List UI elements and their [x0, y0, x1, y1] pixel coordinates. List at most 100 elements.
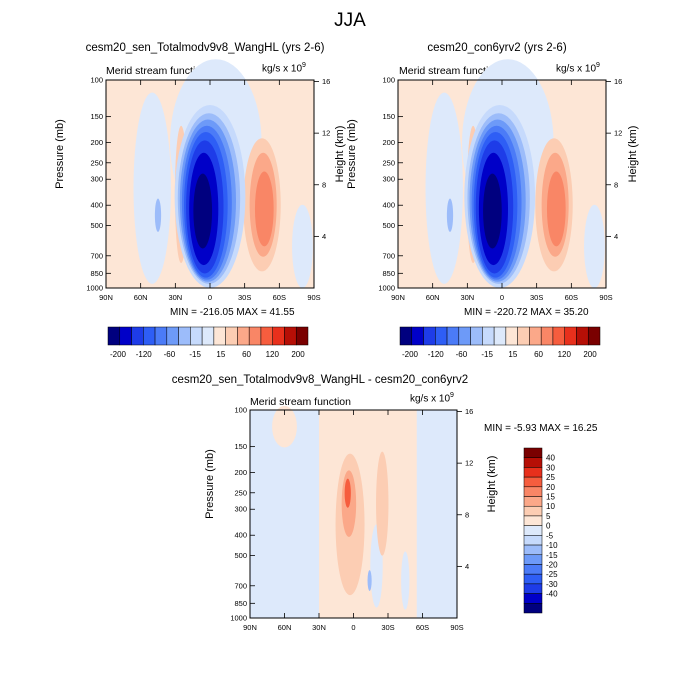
x-tick-label: 30N	[460, 293, 474, 302]
colorbar-box	[540, 326, 554, 346]
height-tick-label: 12	[614, 129, 622, 138]
colorbar-box	[119, 326, 132, 346]
x-tick-label: 30S	[238, 293, 251, 302]
y-tick-label: 500	[90, 221, 103, 230]
colorbar-label: -15	[481, 350, 493, 359]
colorbar-box	[178, 326, 191, 346]
height-tick-label: 8	[614, 180, 618, 189]
x-tick-label: 30S	[381, 623, 394, 632]
panel3-inner-label: Merid stream function	[250, 396, 351, 408]
main-title: JJA	[334, 10, 366, 31]
colorbar-box	[523, 603, 543, 614]
panel1-ylabel-right: Height (km)	[334, 125, 346, 183]
panel2-ylabel: Pressure (mb)	[346, 119, 358, 189]
colorbar-box	[225, 326, 238, 346]
colorbar-label: -30	[546, 580, 558, 589]
y-tick-label: 250	[90, 158, 103, 167]
y-tick-label: 300	[90, 175, 103, 184]
colorbar-label: 200	[291, 350, 305, 359]
height-tick-label: 4	[614, 232, 618, 241]
colorbar-box	[295, 326, 309, 346]
colorbar-box	[523, 525, 543, 536]
height-tick-label: 4	[322, 232, 326, 241]
colorbar-label: -60	[164, 350, 176, 359]
colorbar-box	[470, 326, 483, 346]
south-edge-cell	[292, 204, 313, 288]
panel1-colorbar: -200 -120 -60 -15 15 60 120 200	[107, 326, 309, 359]
colorbar-label: 0	[546, 522, 551, 531]
y-tick-label: 150	[382, 112, 395, 121]
y-tick-label: 850	[382, 269, 395, 278]
colorbar-box	[523, 486, 543, 497]
colorbar-box	[587, 326, 601, 346]
colorbar-box	[131, 326, 144, 346]
panel3-title: cesm20_sen_Totalmodv9v8_WangHL - cesm20_…	[171, 374, 469, 386]
y-tick-label: 100	[234, 406, 247, 415]
colorbar-box	[523, 505, 543, 517]
small-neg-cell	[367, 570, 372, 591]
colorbar-box	[201, 326, 215, 346]
panel1-inner-label: Merid stream function	[106, 65, 207, 77]
height-tick-label: 16	[614, 77, 622, 86]
colorbar-box	[552, 326, 565, 346]
x-tick-label: 0	[208, 293, 212, 302]
colorbar-box	[411, 326, 424, 346]
main-neg-cell-level	[483, 173, 502, 249]
colorbar-box	[523, 467, 543, 478]
x-tick-label: 60S	[565, 293, 578, 302]
panel2-ylabel-right: Height (km)	[627, 125, 639, 183]
colorbar-label: -20	[546, 560, 558, 569]
colorbar-box	[423, 326, 436, 346]
colorbar-label: -200	[110, 350, 127, 359]
panel3-minmax: MIN = -5.93 MAX = 16.25	[484, 423, 598, 434]
y-tick-label: 1000	[230, 614, 247, 623]
colorbar-label: 15	[546, 493, 555, 502]
panel2-minmax: MIN = -220.72 MAX = 35.20	[464, 307, 589, 318]
colorbar-label: 30	[546, 463, 555, 472]
colorbar-box	[458, 326, 471, 346]
y-tick-label: 100	[382, 76, 395, 85]
colorbar-label: -15	[189, 350, 201, 359]
y-tick-label: 150	[234, 442, 247, 451]
colorbar-box	[482, 326, 495, 346]
colorbar-label: -5	[546, 531, 554, 540]
panel2-plot: 100 150 200 250 300 400 500 700 850 1000 16 12 8 4 90N…	[378, 59, 622, 302]
colorbar-label: -10	[546, 541, 558, 550]
colorbar-label: 200	[583, 350, 597, 359]
colorbar-label: -40	[546, 590, 558, 599]
colorbar-box	[190, 326, 203, 346]
colorbar-box	[523, 564, 543, 575]
colorbar-box	[272, 326, 285, 346]
colorbar-label: 20	[546, 483, 555, 492]
colorbar-label: 60	[242, 350, 251, 359]
colorbar-box	[523, 447, 543, 458]
colorbar-box	[523, 554, 543, 565]
colorbar-box	[237, 326, 250, 346]
y-tick-label: 700	[234, 581, 247, 590]
y-tick-label: 250	[382, 158, 395, 167]
height-tick-label: 8	[322, 180, 326, 189]
colorbar-box	[493, 326, 507, 346]
panel2-colorbar: -200 -120 -60 -15 15 60 120 200	[399, 326, 601, 359]
y-tick-label: 400	[234, 531, 247, 540]
colorbar-box	[529, 326, 542, 346]
height-tick-label: 12	[465, 459, 473, 468]
far-south-neg-cell	[401, 551, 410, 610]
colorbar-box	[564, 326, 577, 346]
south-edge-cell	[584, 204, 605, 288]
colorbar-box	[107, 326, 121, 346]
panel3-units: kg/s x 109	[410, 392, 454, 405]
x-tick-label: 90N	[391, 293, 405, 302]
colorbar-box	[505, 326, 518, 346]
y-tick-label: 200	[234, 468, 247, 477]
y-tick-label: 1000	[86, 284, 103, 293]
panel1-plot: 100 150 200 250 300 400 500 700 850 1000 16 12 8 4 90N…	[86, 59, 330, 302]
height-tick-label: 4	[465, 562, 469, 571]
colorbar-label: 40	[546, 454, 555, 463]
colorbar-label: 60	[534, 350, 543, 359]
height-tick-label: 8	[465, 510, 469, 519]
colorbar-label: -200	[402, 350, 419, 359]
colorbar-label: -120	[136, 350, 153, 359]
y-tick-label: 250	[234, 488, 247, 497]
colorbar-box	[523, 583, 543, 594]
